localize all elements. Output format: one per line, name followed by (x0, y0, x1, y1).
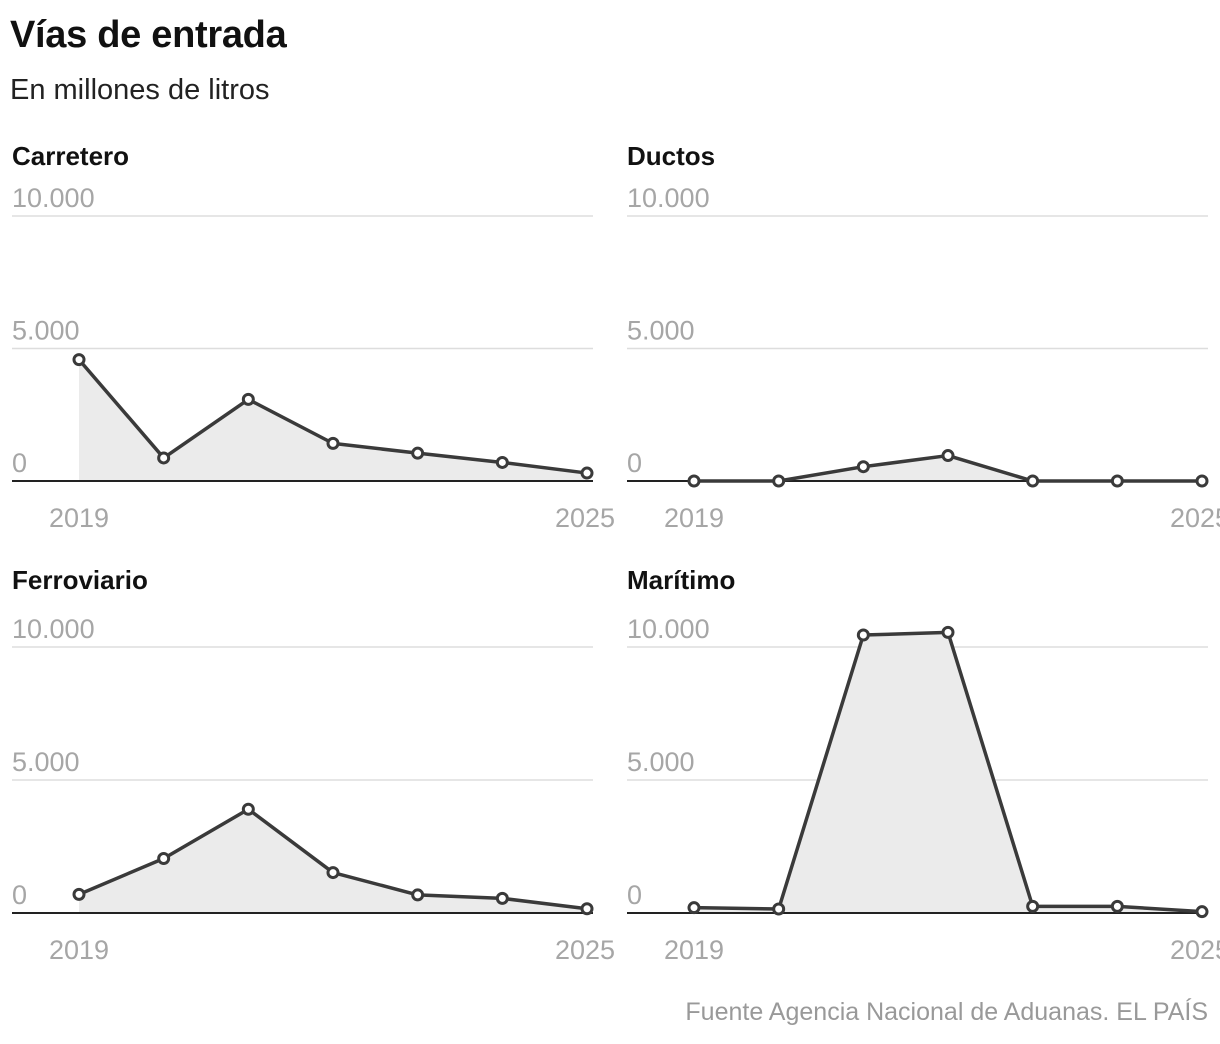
data-point (157, 451, 171, 465)
x-tick-label: 2019 (49, 935, 109, 965)
panel-title: Carretero (12, 141, 129, 171)
chart-subtitle: En millones de litros (10, 74, 270, 106)
x-tick-label: 2025 (555, 503, 615, 533)
data-point (72, 353, 86, 367)
data-point (580, 466, 594, 480)
data-point (495, 455, 509, 469)
data-point (72, 887, 86, 901)
data-point (495, 891, 509, 905)
data-point (1026, 899, 1040, 913)
y-tick-label: 5.000 (627, 747, 695, 777)
data-point (580, 902, 594, 916)
data-point (1026, 474, 1040, 488)
y-tick-label: 10.000 (627, 183, 710, 213)
y-tick-label: 5.000 (12, 316, 80, 346)
x-tick-label: 2025 (1170, 503, 1220, 533)
panel-title: Marítimo (627, 565, 735, 595)
data-point (1195, 905, 1209, 919)
panel-title: Ferroviario (12, 565, 148, 595)
data-point (687, 901, 701, 915)
data-point (326, 436, 340, 450)
data-point (856, 460, 870, 474)
y-tick-label: 5.000 (12, 747, 80, 777)
y-tick-label: 10.000 (12, 183, 95, 213)
panel-title: Ductos (627, 141, 715, 171)
data-point (941, 449, 955, 463)
x-tick-label: 2025 (555, 935, 615, 965)
data-point (1110, 899, 1124, 913)
data-point (326, 866, 340, 880)
data-point (157, 851, 171, 865)
y-tick-label: 0 (12, 880, 27, 910)
data-point (1195, 474, 1209, 488)
y-tick-label: 0 (12, 448, 27, 478)
data-point (411, 888, 425, 902)
x-tick-label: 2025 (1170, 935, 1220, 965)
y-tick-label: 10.000 (12, 614, 95, 644)
data-point (1110, 474, 1124, 488)
data-point (411, 446, 425, 460)
y-tick-label: 5.000 (627, 316, 695, 346)
x-tick-label: 2019 (664, 503, 724, 533)
source-note: Fuente Agencia Nacional de Aduanas. EL P… (685, 998, 1208, 1026)
chart-title: Vías de entrada (10, 14, 287, 56)
y-tick-label: 10.000 (627, 614, 710, 644)
data-point (241, 802, 255, 816)
data-point (772, 474, 786, 488)
series-area (79, 359, 587, 481)
data-point (687, 474, 701, 488)
data-point (941, 625, 955, 639)
y-tick-label: 0 (627, 880, 642, 910)
data-point (772, 902, 786, 916)
x-tick-label: 2019 (49, 503, 109, 533)
series-area (694, 632, 1202, 913)
data-point (241, 392, 255, 406)
x-tick-label: 2019 (664, 935, 724, 965)
y-tick-label: 0 (627, 448, 642, 478)
data-point (856, 628, 870, 642)
